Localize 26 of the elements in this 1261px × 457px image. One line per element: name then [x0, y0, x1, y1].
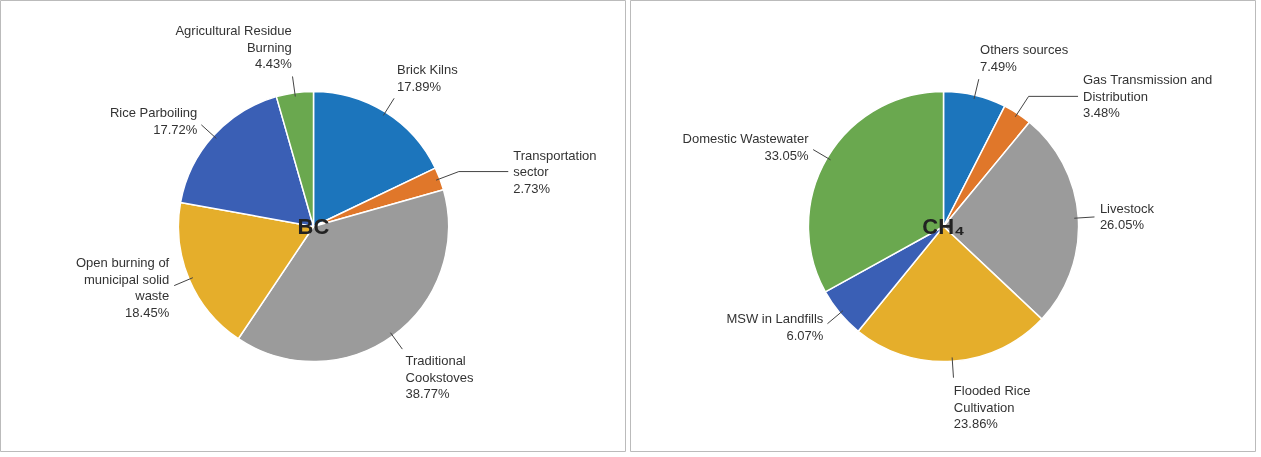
data-label: 3.48%: [1082, 105, 1121, 121]
data-label: 17.72%: [153, 121, 198, 137]
data-label: 23.86%: [953, 416, 999, 432]
data-label: 38.77%: [405, 386, 451, 402]
data-label: 2.73%: [513, 180, 551, 196]
slice-label: Transportation sector: [513, 147, 597, 180]
slice-label: Others sources: [980, 42, 1069, 58]
slice-label: Brick Kilns: [397, 62, 459, 78]
slice-label: Flooded Rice Cultivation: [953, 383, 1031, 415]
text: CH₄: [922, 214, 965, 239]
slice-label: Rice Parboiling: [109, 105, 198, 121]
data-label: 7.49%: [980, 58, 1018, 74]
text: BC: [297, 214, 330, 239]
slice-label: Agricultural Residue Burning: [175, 23, 292, 55]
data-label: 26.05%: [1099, 217, 1145, 233]
slice-label: Livestock: [1099, 200, 1155, 216]
slice-label: Open burning of municipal solid waste: [75, 255, 170, 304]
data-label: 17.89%: [397, 78, 442, 94]
data-label: 6.07%: [786, 327, 824, 343]
slice-label: Traditional Cookstoves: [405, 353, 474, 385]
slice-label: Domestic Wastewater: [682, 131, 810, 147]
slice-label: MSW in Landfills: [726, 311, 824, 327]
data-label: 18.45%: [125, 304, 170, 320]
slice-label: Gas Transmission and Distribution: [1082, 72, 1213, 104]
data-label: 4.43%: [254, 56, 293, 72]
data-label: 33.05%: [764, 147, 809, 163]
